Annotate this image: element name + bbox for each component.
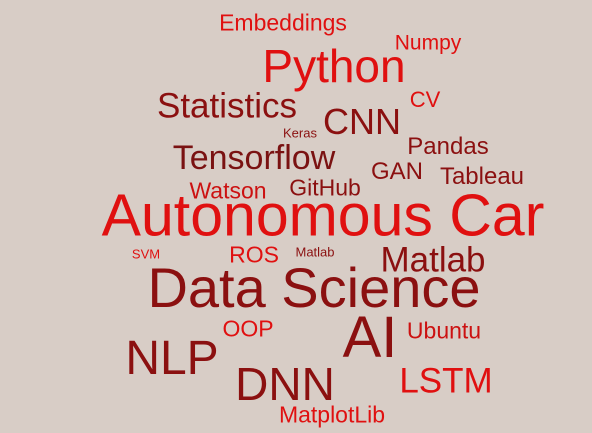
- word-cv: CV: [409, 87, 441, 112]
- word-svm: SVM: [131, 246, 161, 262]
- word-lstm: LSTM: [399, 361, 493, 401]
- word-oop: OOP: [222, 315, 274, 342]
- word-statistics: Statistics: [156, 86, 298, 126]
- word-python: Python: [262, 40, 406, 92]
- word-dnn: DNN: [235, 358, 335, 410]
- word-ros: ROS: [229, 241, 279, 268]
- word-tensorflow: Tensorflow: [172, 139, 336, 177]
- word-matlab-large: Matlab: [380, 240, 486, 280]
- word-ubuntu: Ubuntu: [406, 317, 482, 344]
- word-gan: GAN: [370, 158, 424, 185]
- word-watson: Watson: [189, 177, 267, 204]
- word-autonomous-car: Autonomous Car: [101, 182, 545, 249]
- word-data-science: Data Science: [147, 256, 481, 319]
- word-github: GitHub: [289, 174, 361, 201]
- word-embeddings: Embeddings: [219, 9, 347, 36]
- word-cnn: CNN: [323, 101, 401, 142]
- word-keras: Keras: [283, 125, 317, 141]
- word-matplotlib: MatplotLib: [278, 401, 386, 428]
- word-numpy: Numpy: [394, 31, 462, 55]
- word-ai: AI: [342, 305, 398, 370]
- word-pandas: Pandas: [407, 133, 489, 160]
- word-nlp: NLP: [125, 332, 219, 385]
- word-tableau: Tableau: [439, 163, 525, 190]
- word-matlab-small: Matlab: [295, 244, 335, 260]
